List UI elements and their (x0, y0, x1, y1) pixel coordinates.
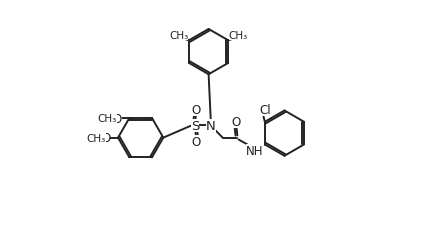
Text: O: O (192, 103, 201, 116)
Text: Cl: Cl (259, 103, 271, 116)
Text: O: O (101, 132, 110, 145)
Text: N: N (206, 119, 216, 132)
Text: CH₃: CH₃ (98, 114, 117, 124)
Text: O: O (192, 135, 201, 148)
Text: CH₃: CH₃ (86, 133, 106, 143)
Text: O: O (112, 112, 122, 125)
Text: NH: NH (246, 145, 264, 158)
Text: CH₃: CH₃ (169, 30, 188, 40)
Text: O: O (232, 115, 241, 128)
Text: CH₃: CH₃ (229, 30, 248, 40)
Text: S: S (191, 119, 199, 132)
